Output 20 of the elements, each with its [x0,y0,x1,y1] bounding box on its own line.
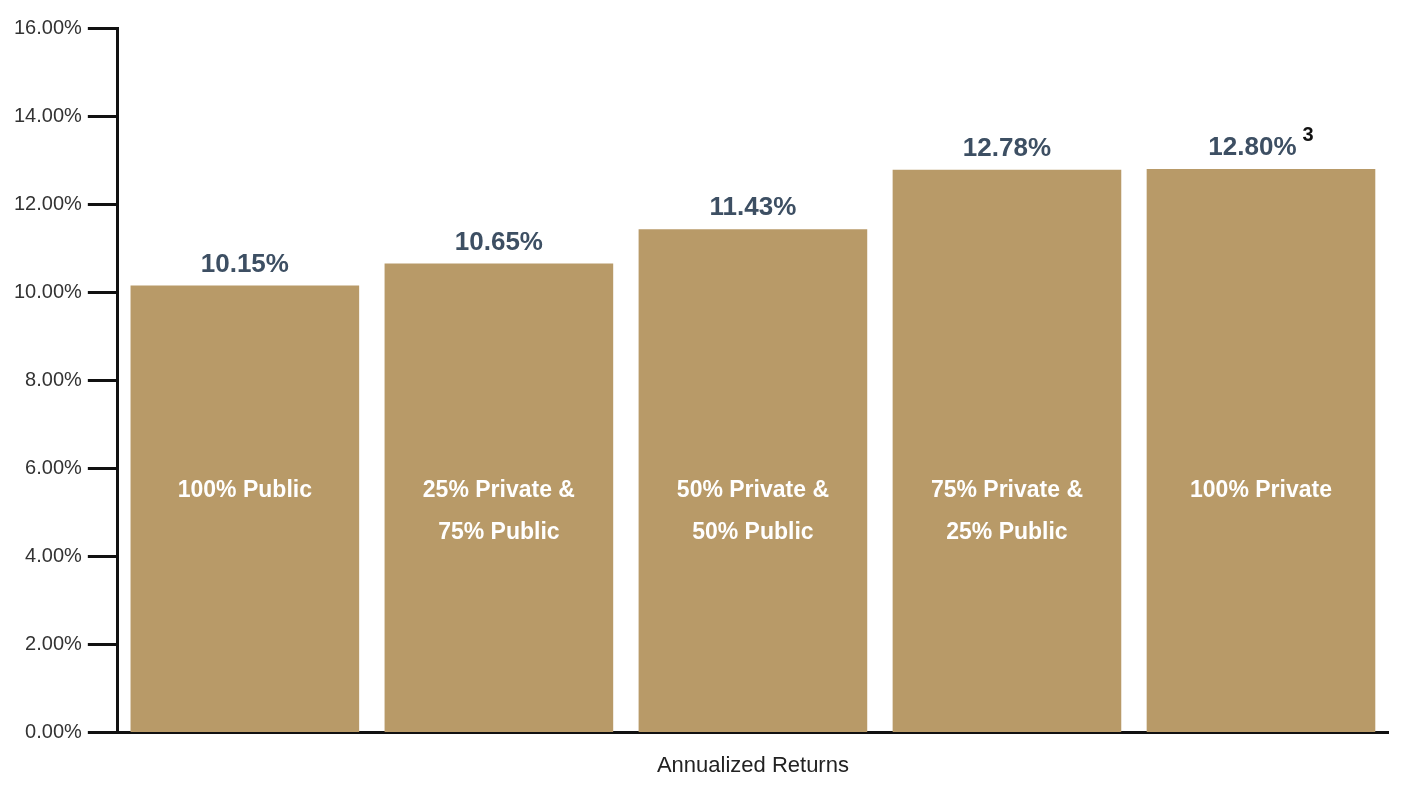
y-tick-label: 2.00% [25,632,83,655]
x-tick-label: 50% Private & 50% Public [676,475,829,544]
data-label: 12.78% [962,131,1052,162]
y-tick-label: 14.00% [13,103,83,126]
y-tick-label: 12.00% [13,191,83,214]
y-tick-label: 10.00% [13,279,83,302]
x-tick-label: 75% Private & 25% Public [930,475,1084,544]
data-label: 10.15% [200,247,289,278]
y-tick-label: 4.00% [25,543,83,566]
x-tick-label: 25% Private & 75% Public [422,475,575,544]
data-label: 12.80%3 [1208,122,1314,161]
x-tick-label: 100% Public [177,475,313,502]
y-tick-label: 16.00% [13,15,83,38]
data-label: 11.43% [709,191,797,222]
y-tick-label: 8.00% [25,367,83,390]
y-tick-label: 6.00% [25,455,83,478]
y-tick-label: 0.00% [25,720,83,743]
x-tick-label: 100% Private [1190,475,1332,502]
data-label: 10.65% [454,225,543,256]
x-axis-title: Annualized Returns [656,751,849,777]
